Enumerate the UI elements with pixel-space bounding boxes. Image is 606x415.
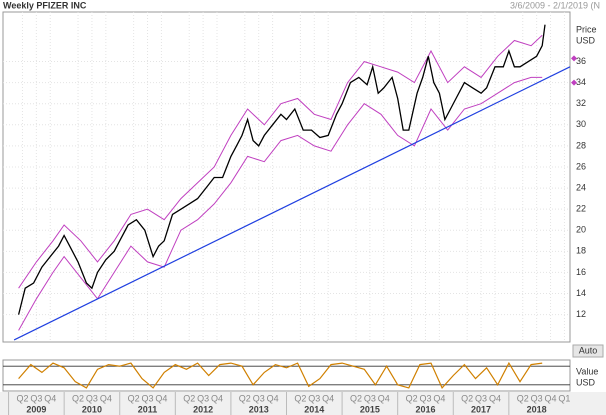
y-tick-label: 24: [576, 182, 586, 192]
x-tick-label: Q3: [197, 393, 209, 403]
y-label: Price: [576, 24, 597, 34]
x-tick-label: Q2: [294, 393, 306, 403]
x-tick-label: Q2: [406, 393, 418, 403]
band-line: [18, 34, 543, 289]
year-label: 2011: [138, 404, 158, 414]
x-tick-label: Q2: [183, 393, 195, 403]
y-tick-label: 16: [576, 267, 586, 277]
year-label: 2017: [471, 404, 491, 414]
x-tick-label: Q4: [155, 393, 167, 403]
year-label: 2013: [249, 404, 269, 414]
x-tick-label: Q2: [517, 393, 529, 403]
y-tick-label: 32: [576, 98, 586, 108]
x-tick-label: Q4: [100, 393, 112, 403]
y-tick-label: 36: [576, 56, 586, 66]
x-tick-label: Q2: [72, 393, 84, 403]
year-label: 2014: [304, 404, 324, 414]
y-tick-label: 30: [576, 119, 586, 129]
x-tick-label: Q3: [419, 393, 431, 403]
x-tick-label: Q3: [364, 393, 376, 403]
x-tick-label: Q3: [475, 393, 487, 403]
x-tick-label: Q2: [350, 393, 362, 403]
auto-button-label[interactable]: Auto: [579, 345, 598, 355]
x-axis-band: [0, 392, 606, 415]
band-line: [18, 76, 543, 331]
y-tick-label: 14: [576, 288, 586, 298]
x-tick-label: Q3: [531, 393, 543, 403]
x-tick-label: Q4: [378, 393, 390, 403]
oscillator-label: Value: [576, 366, 598, 376]
x-tick-label: Q2: [16, 393, 28, 403]
x-tick-label: Q4: [322, 393, 334, 403]
year-label: 2009: [26, 404, 46, 414]
y-tick-label: 22: [576, 204, 586, 214]
year-label: 2010: [82, 404, 102, 414]
x-tick-label: Q3: [308, 393, 320, 403]
x-tick-label: Q4: [211, 393, 223, 403]
chart-subtitle: 3/6/2009 - 2/1/2019 (N: [510, 0, 600, 10]
y-tick-label: 18: [576, 246, 586, 256]
x-tick-label: Q4: [489, 393, 501, 403]
y-label: USD: [576, 35, 596, 45]
year-label: 2015: [360, 404, 380, 414]
x-tick-label: Q3: [253, 393, 265, 403]
year-label: 2012: [193, 404, 213, 414]
auto-button[interactable]: [572, 344, 604, 358]
oscillator-line: [18, 361, 543, 389]
year-label: 2018: [527, 404, 547, 414]
x-tick-label: Q3: [142, 393, 154, 403]
x-tick-label: Q4: [267, 393, 279, 403]
y-tick-label: 20: [576, 225, 586, 235]
x-tick-label: Q3: [86, 393, 98, 403]
x-tick-label: Q4: [44, 393, 56, 403]
x-tick-label: Q1: [558, 393, 570, 403]
x-tick-label: Q4: [545, 393, 557, 403]
chart-title: Weekly PFIZER INC: [3, 0, 87, 10]
price-marker: [571, 79, 577, 86]
price-panel: [2, 11, 571, 343]
x-tick-label: Q2: [461, 393, 473, 403]
x-tick-label: Q2: [239, 393, 251, 403]
trend-line: [13, 66, 571, 341]
price-marker: [571, 55, 577, 62]
x-tick-label: Q2: [128, 393, 140, 403]
oscillator-label: USD: [576, 377, 596, 387]
oscillator-panel: [2, 359, 571, 392]
year-label: 2016: [415, 404, 435, 414]
y-tick-label: 34: [576, 77, 586, 87]
y-tick-label: 12: [576, 309, 586, 319]
x-tick-label: Q4: [433, 393, 445, 403]
x-tick-label: Q3: [30, 393, 42, 403]
y-tick-label: 26: [576, 161, 586, 171]
y-tick-label: 28: [576, 140, 586, 150]
price-line: [17, 24, 546, 315]
